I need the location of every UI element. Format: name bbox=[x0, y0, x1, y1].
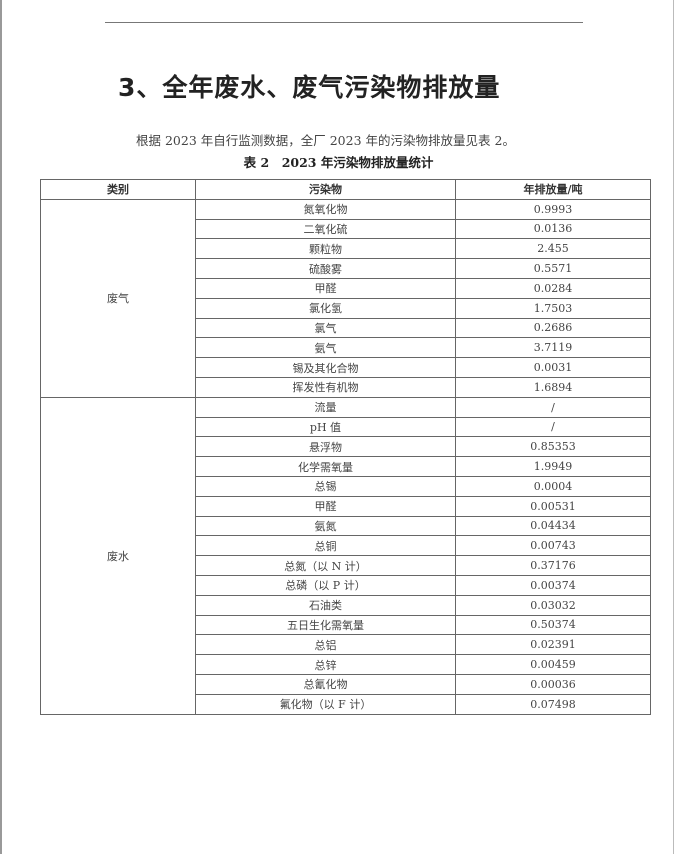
pollutant-cell: 总锌 bbox=[195, 654, 456, 675]
pollutant-cell: 总锡 bbox=[195, 475, 456, 497]
table-row: 总氮（以 N 计） 0.37176 bbox=[41, 555, 651, 576]
amount-cell: 0.00743 bbox=[455, 535, 651, 557]
amount-cell: 0.0284 bbox=[455, 277, 651, 299]
amount-cell: 0.9993 bbox=[455, 198, 651, 220]
pollutant-cell: 挥发性有机物 bbox=[195, 376, 456, 398]
table-row: 总锡 0.0004 bbox=[41, 475, 651, 497]
table-row: 氨气 3.7119 bbox=[41, 337, 651, 359]
pollutant-cell: 总氰化物 bbox=[195, 673, 456, 695]
pollutant-cell: 氯化氢 bbox=[195, 297, 456, 319]
page-edge bbox=[673, 0, 674, 854]
pollutant-cell: 总铝 bbox=[195, 634, 456, 656]
amount-cell: 0.00531 bbox=[455, 495, 651, 517]
table-header-row: 类别 污染物 年排放量/吨 bbox=[40, 179, 651, 200]
pollutant-cell: 氟化物（以 F 计） bbox=[195, 693, 456, 715]
header-rule bbox=[105, 22, 583, 23]
intro-paragraph: 根据 2023 年自行监测数据，全厂 2023 年的污染物排放量见表 2。 bbox=[136, 133, 515, 148]
table-row: 石油类 0.03032 bbox=[41, 594, 651, 616]
pollutant-cell: 流量 bbox=[195, 396, 456, 418]
pollutant-cell: 五日生化需氧量 bbox=[195, 614, 456, 636]
category-cell: 废水 bbox=[40, 396, 196, 715]
amount-cell: 0.00036 bbox=[455, 673, 651, 695]
amount-cell: / bbox=[455, 416, 651, 438]
pollutant-cell: 氨气 bbox=[195, 337, 456, 359]
amount-cell: 0.03032 bbox=[455, 594, 651, 616]
table-row: 废水 流量 / bbox=[40, 396, 651, 715]
table-row: 氯化氢 1.7503 bbox=[41, 297, 651, 319]
amount-cell: 2.455 bbox=[455, 238, 651, 260]
header-amount: 年排放量/吨 bbox=[455, 179, 651, 200]
pollutant-cell: 化学需氧量 bbox=[195, 456, 456, 477]
pollutant-cell: 石油类 bbox=[195, 594, 456, 616]
amount-cell: 0.07498 bbox=[455, 693, 651, 715]
header-pollutant: 污染物 bbox=[195, 179, 456, 200]
pollutant-cell: 氨氮 bbox=[195, 515, 456, 537]
pollutant-cell: 总铜 bbox=[195, 535, 456, 557]
page-edge bbox=[0, 0, 2, 854]
amount-cell: 0.2686 bbox=[455, 317, 651, 339]
header-category: 类别 bbox=[40, 179, 196, 200]
amount-cell: 0.04434 bbox=[455, 515, 651, 537]
pollutant-cell: pH 值 bbox=[195, 416, 456, 438]
amount-cell: 0.50374 bbox=[455, 614, 651, 636]
table-caption: 表 2 2023 年污染物排放量统计 bbox=[243, 155, 434, 170]
table-row: 挥发性有机物 1.6894 bbox=[41, 376, 651, 398]
table-row: 悬浮物 0.85353 bbox=[41, 436, 651, 458]
table-row: 五日生化需氧量 0.50374 bbox=[41, 614, 651, 636]
pollutant-cell: 锡及其化合物 bbox=[195, 357, 456, 378]
table-row: 甲醛 0.00531 bbox=[41, 495, 651, 517]
emissions-table: 类别 污染物 年排放量/吨 废气 氮氧化物 0.9993 二氧化硫 0.0136 颗粒物 2… bbox=[40, 179, 651, 715]
table-row: 总铜 0.00743 bbox=[41, 535, 651, 557]
pollutant-cell: 悬浮物 bbox=[195, 436, 456, 458]
pollutant-cell: 二氧化硫 bbox=[195, 218, 456, 240]
table-row: 硫酸雾 0.5571 bbox=[41, 258, 651, 279]
table-row: 氨氮 0.04434 bbox=[41, 515, 651, 537]
amount-cell: 0.0004 bbox=[455, 475, 651, 497]
table-row: pH 值 / bbox=[41, 416, 651, 438]
pollutant-cell: 硫酸雾 bbox=[195, 258, 456, 279]
amount-cell: 1.7503 bbox=[455, 297, 651, 319]
pollutant-cell: 总磷（以 P 计） bbox=[195, 574, 456, 596]
pollutant-cell: 甲醛 bbox=[195, 277, 456, 299]
amount-cell: 0.0031 bbox=[455, 357, 651, 378]
amount-cell: 0.00459 bbox=[455, 654, 651, 675]
amount-cell: 0.37176 bbox=[455, 555, 651, 576]
section-heading: 3、全年废水、废气污染物排放量 bbox=[118, 73, 501, 102]
table-row: 化学需氧量 1.9949 bbox=[41, 456, 651, 477]
table-row: 锡及其化合物 0.0031 bbox=[41, 357, 651, 378]
amount-cell: 1.9949 bbox=[455, 456, 651, 477]
amount-cell: 0.85353 bbox=[455, 436, 651, 458]
amount-cell: 0.5571 bbox=[455, 258, 651, 279]
amount-cell: 1.6894 bbox=[455, 376, 651, 398]
category-cell: 废气 bbox=[40, 198, 196, 398]
table-row: 氟化物（以 F 计） 0.07498 bbox=[41, 693, 651, 715]
table-row: 废气 氮氧化物 0.9993 bbox=[40, 198, 651, 398]
pollutant-cell: 甲醛 bbox=[195, 495, 456, 517]
pollutant-cell: 颗粒物 bbox=[195, 238, 456, 260]
amount-cell: 0.0136 bbox=[455, 218, 651, 240]
amount-cell: 0.02391 bbox=[455, 634, 651, 656]
amount-cell: / bbox=[455, 396, 651, 418]
pollutant-cell: 总氮（以 N 计） bbox=[195, 555, 456, 576]
pollutant-cell: 氯气 bbox=[195, 317, 456, 339]
amount-cell: 0.00374 bbox=[455, 574, 651, 596]
pollutant-cell: 氮氧化物 bbox=[195, 198, 456, 220]
amount-cell: 3.7119 bbox=[455, 337, 651, 359]
